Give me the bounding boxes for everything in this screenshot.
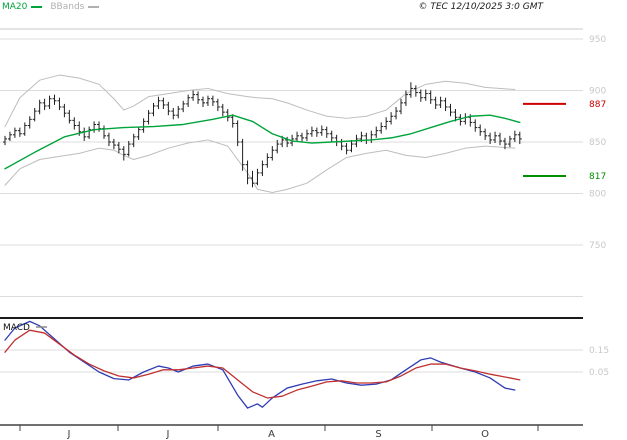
bb-lower-line xyxy=(4,139,516,193)
price-legend: MA20 BBands xyxy=(2,2,100,12)
month-label: A xyxy=(268,429,275,440)
price-gridlines xyxy=(0,38,583,297)
legend-item-bbands: BBands xyxy=(50,2,100,12)
level-label: 887 xyxy=(589,100,606,110)
price-axis-label: 800 xyxy=(589,190,606,200)
bollinger-bands xyxy=(4,74,516,193)
month-label: J xyxy=(166,429,170,440)
month-label: J xyxy=(67,429,71,440)
ma20-legend-dash xyxy=(31,6,43,8)
month-label: O xyxy=(481,429,489,440)
macd-panel: 0.15 0.05 MACD xyxy=(0,317,609,426)
bb-upper-line xyxy=(4,74,516,128)
copyright-text: © TEC 12/10/2025 3:0 GMT xyxy=(418,2,543,12)
level-label: 817 xyxy=(589,172,606,182)
chart-header: MA20 BBands © TEC 12/10/2025 3:0 GMT xyxy=(0,0,627,28)
ma20-legend-label: MA20 xyxy=(2,2,28,12)
macd-axis-label: 0.15 xyxy=(589,346,609,356)
ma20-line xyxy=(4,114,521,170)
price-axis-labels: 950 900 850 800 750 xyxy=(589,35,606,251)
bbands-legend-label: BBands xyxy=(50,2,85,12)
month-label: S xyxy=(375,429,381,440)
price-axis-label: 850 xyxy=(589,138,606,148)
macd-panel-label: MACD xyxy=(3,323,30,333)
legend-item-ma20: MA20 xyxy=(2,2,43,12)
macd-line xyxy=(4,320,516,409)
bbands-legend-dash xyxy=(88,6,100,8)
ma20-overlay xyxy=(4,114,521,170)
price-levels: 887 817 xyxy=(523,100,606,182)
price-axis-label: 950 xyxy=(589,35,606,45)
signal-line xyxy=(4,329,521,399)
price-axis-label: 750 xyxy=(589,241,606,251)
macd-axis-label: 0.05 xyxy=(589,368,609,378)
price-axis-label: 900 xyxy=(589,87,606,97)
